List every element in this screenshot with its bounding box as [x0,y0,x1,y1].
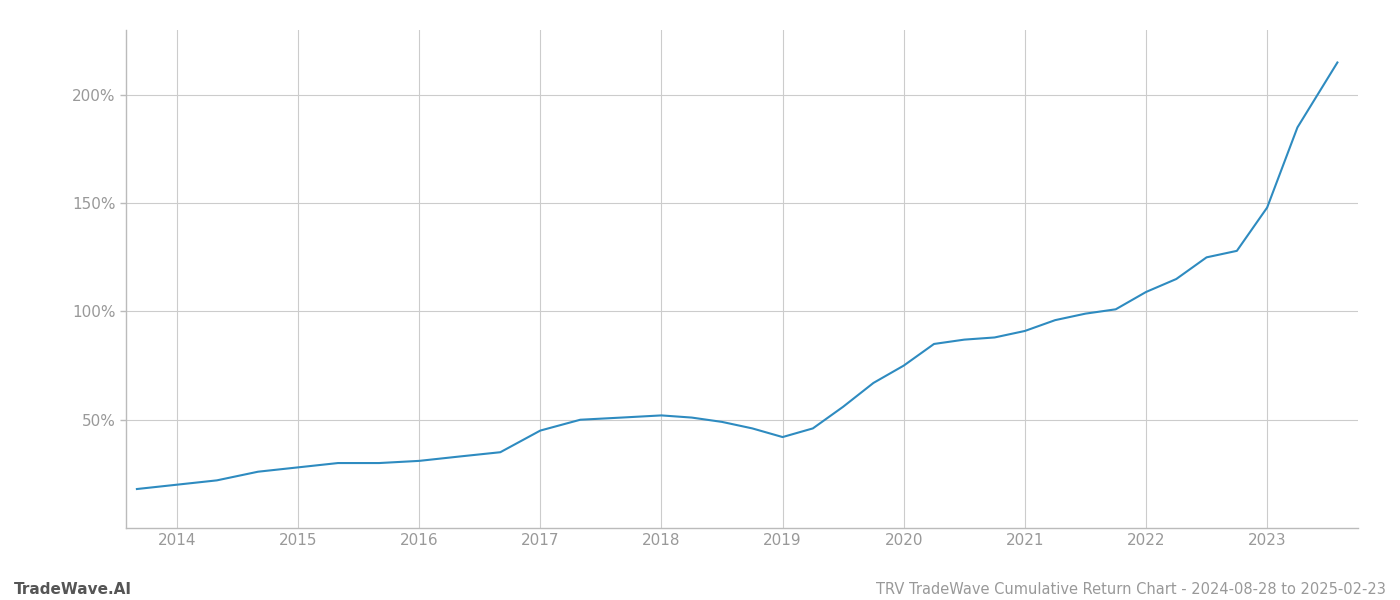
Text: TRV TradeWave Cumulative Return Chart - 2024-08-28 to 2025-02-23: TRV TradeWave Cumulative Return Chart - … [876,582,1386,597]
Text: TradeWave.AI: TradeWave.AI [14,582,132,597]
